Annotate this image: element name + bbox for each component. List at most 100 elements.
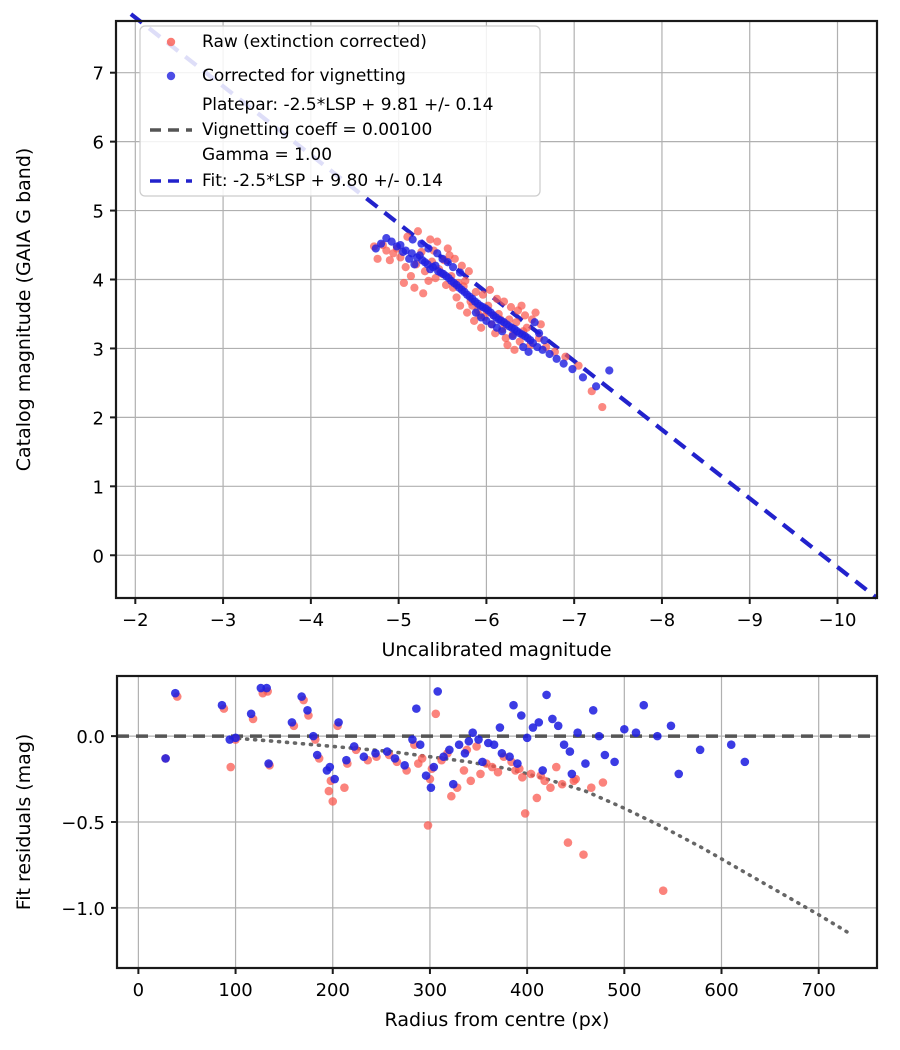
data-point bbox=[552, 354, 561, 363]
data-point bbox=[588, 706, 598, 715]
y-tick-label: 1 bbox=[93, 477, 104, 498]
data-point bbox=[557, 779, 567, 789]
data-point bbox=[674, 769, 684, 779]
data-point bbox=[476, 769, 485, 779]
data-point bbox=[455, 301, 465, 310]
data-point bbox=[492, 294, 502, 303]
data-point bbox=[486, 308, 495, 317]
data-point bbox=[466, 776, 476, 786]
data-point bbox=[499, 297, 509, 306]
data-point bbox=[457, 261, 466, 270]
data-point bbox=[567, 769, 577, 779]
data-point bbox=[433, 237, 442, 246]
fit-residuals-panel: 0 100 200 300 400 500 600 700 0.0 −0.5 −1.0 Radius … bbox=[0, 655, 900, 1050]
grid-lines bbox=[117, 676, 877, 968]
data-point bbox=[538, 766, 547, 775]
data-point bbox=[631, 728, 641, 737]
data-point bbox=[534, 329, 544, 338]
data-point bbox=[264, 759, 273, 768]
data-point bbox=[508, 331, 517, 341]
data-point bbox=[498, 327, 507, 336]
data-point bbox=[342, 755, 351, 765]
data-point bbox=[390, 754, 400, 763]
x-axis-label: Uncalibrated magnitude bbox=[381, 639, 611, 660]
y-tick-label: 5 bbox=[93, 202, 104, 223]
data-point bbox=[376, 239, 386, 248]
legend-marker bbox=[166, 71, 176, 81]
fit-line bbox=[129, 12, 879, 600]
data-point bbox=[579, 850, 588, 859]
data-point bbox=[408, 235, 417, 244]
data-point bbox=[478, 290, 487, 299]
y-tick-label: 3 bbox=[93, 339, 104, 360]
data-point bbox=[540, 336, 549, 345]
data-point bbox=[474, 735, 483, 744]
data-point bbox=[526, 769, 536, 779]
data-point bbox=[517, 773, 527, 782]
data-point bbox=[246, 709, 256, 719]
x-tick-label: 300 bbox=[413, 980, 447, 1001]
data-point bbox=[605, 366, 614, 375]
data-point bbox=[542, 690, 551, 700]
data-point bbox=[161, 754, 170, 763]
data-point bbox=[578, 373, 588, 382]
y-tick-label: −0.5 bbox=[61, 813, 105, 834]
data-point bbox=[559, 740, 569, 750]
data-point bbox=[287, 718, 297, 727]
data-point bbox=[534, 718, 544, 727]
data-point bbox=[522, 733, 532, 743]
data-point bbox=[520, 311, 530, 320]
data-point bbox=[454, 740, 464, 750]
data-point bbox=[471, 308, 480, 317]
data-point bbox=[413, 227, 423, 236]
y-tick-label: 0.0 bbox=[76, 727, 105, 748]
data-point bbox=[531, 308, 540, 317]
x-tick-label: 500 bbox=[607, 980, 641, 1001]
data-point bbox=[740, 757, 750, 767]
data-point bbox=[520, 809, 530, 818]
data-point bbox=[561, 352, 570, 361]
data-point bbox=[468, 728, 478, 737]
data-point bbox=[658, 886, 668, 896]
data-point bbox=[389, 249, 398, 258]
data-point bbox=[410, 260, 419, 269]
data-point bbox=[464, 736, 474, 746]
data-point bbox=[528, 723, 538, 732]
data-point bbox=[519, 342, 528, 352]
data-point bbox=[449, 278, 459, 288]
data-point bbox=[639, 700, 649, 710]
data-point bbox=[461, 276, 470, 285]
data-point bbox=[505, 752, 514, 762]
data-point bbox=[487, 762, 497, 772]
data-point bbox=[448, 263, 458, 272]
data-point bbox=[426, 783, 436, 792]
y-axis-label: Fit residuals (mag) bbox=[13, 734, 35, 911]
x-tick-label: 200 bbox=[316, 980, 350, 1001]
data-point bbox=[726, 740, 736, 750]
data-point bbox=[406, 271, 416, 281]
x-tick-label: −3 bbox=[210, 610, 237, 631]
legend: Raw (extinction corrected) Corrected for … bbox=[139, 25, 541, 197]
data-point bbox=[460, 287, 469, 297]
data-point bbox=[563, 838, 573, 847]
data-point bbox=[226, 762, 236, 772]
legend-label: Gamma = 1.00 bbox=[202, 145, 332, 165]
data-point bbox=[522, 323, 531, 332]
data-point bbox=[548, 714, 557, 724]
plot-border bbox=[114, 19, 879, 600]
data-point bbox=[568, 365, 577, 374]
data-point bbox=[371, 748, 380, 758]
data-point bbox=[501, 334, 510, 343]
data-point bbox=[509, 700, 518, 710]
x-tick-label: −2 bbox=[122, 610, 149, 631]
data-point bbox=[653, 731, 662, 741]
data-point bbox=[493, 767, 503, 777]
x-tick-label: −6 bbox=[473, 610, 500, 631]
data-point bbox=[666, 721, 676, 731]
residuals-plot-svg: 0 100 200 300 400 500 600 700 0.0 −0.5 −1.0 Radius … bbox=[13, 674, 879, 1031]
data-point bbox=[695, 745, 705, 755]
y-tick-label: 7 bbox=[93, 64, 104, 85]
data-point bbox=[465, 292, 474, 301]
data-point bbox=[450, 254, 459, 263]
x-tick-label: −4 bbox=[298, 610, 325, 631]
